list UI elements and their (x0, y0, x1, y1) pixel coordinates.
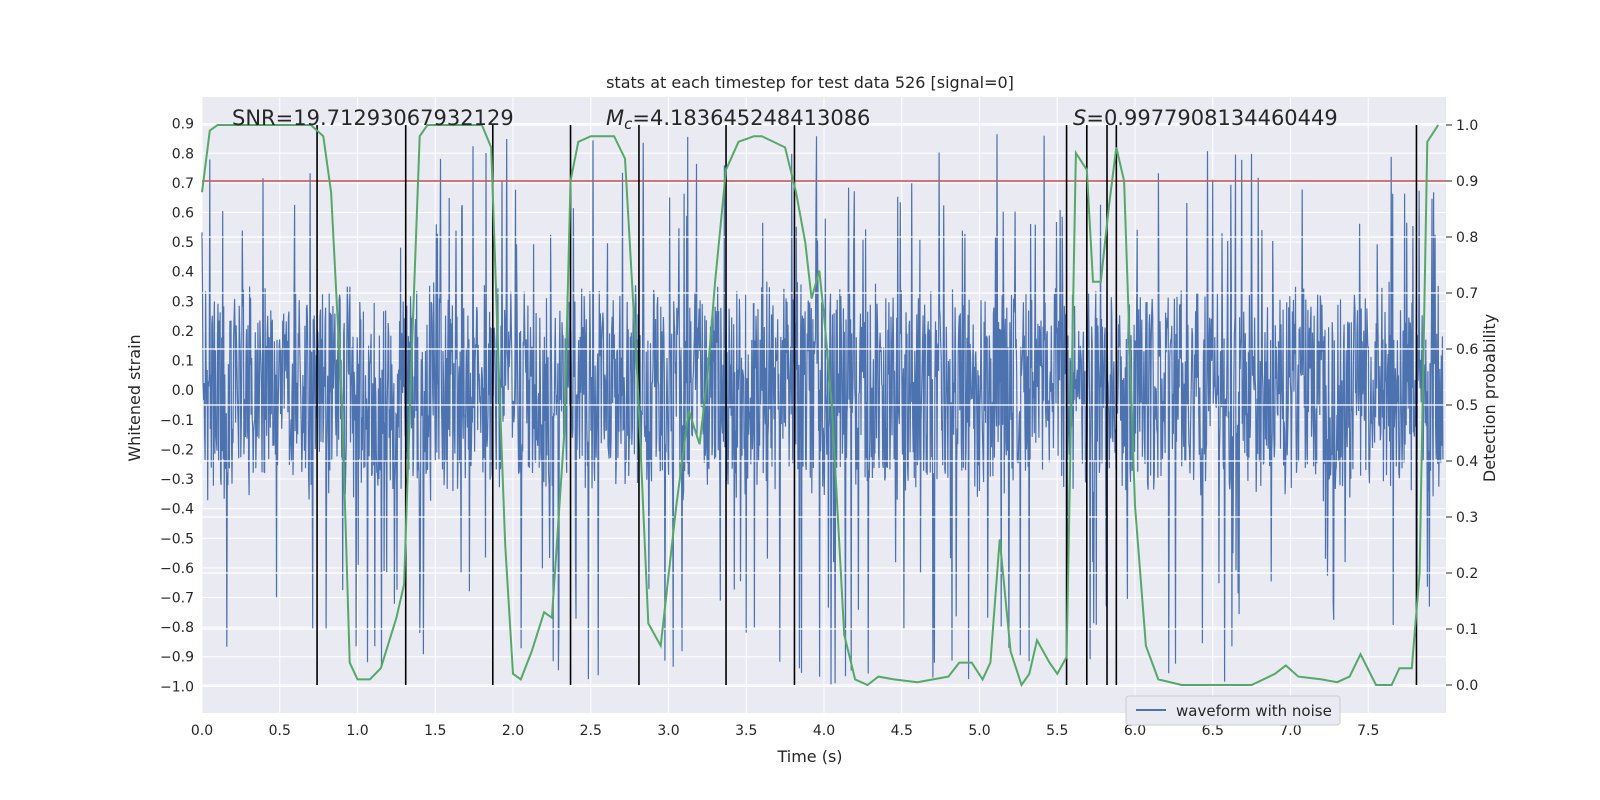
y-tick-label: −0.2 (160, 442, 194, 458)
y-axis-ticks: 0.9 0.8 0.7 0.6 0.5 0.4 0.3 0.2 0.1 0.0 −0.1 −0.2 −0… (160, 117, 194, 696)
s-symbol: S (1073, 106, 1086, 130)
x-axis-label: Time (s) (776, 747, 842, 766)
y-tick-label: −0.5 (160, 531, 194, 547)
chirp-mass-subscript: c (624, 115, 633, 133)
y-tick-label: 0.2 (172, 324, 194, 340)
chirp-mass-value: =4.183645248413086 (632, 106, 870, 130)
chirp-mass-symbol: M (606, 106, 624, 130)
legend-label: waveform with noise (1176, 702, 1332, 720)
x-tick-label: 1.0 (346, 723, 368, 739)
chart-title: stats at each timestep for test data 526… (606, 73, 1014, 92)
y-tick-label: −1.0 (160, 679, 194, 695)
y-tick-label: 0.6 (172, 206, 194, 222)
y2-tick-label: 0.9 (1456, 174, 1478, 190)
y2-tick-label: 0.2 (1456, 566, 1478, 582)
x-tick-label: 4.5 (891, 723, 913, 739)
y2-tick-label: 0.1 (1456, 622, 1478, 638)
y2-tick-label: 1.0 (1456, 118, 1478, 134)
y2-tick-label: 0.4 (1456, 454, 1478, 470)
y-tick-label: 0.5 (172, 235, 194, 251)
x-tick-label: 3.5 (735, 723, 757, 739)
x-tick-label: 3.0 (657, 723, 679, 739)
y-tick-label: 0.8 (172, 146, 194, 162)
y-tick-label: 0.1 (172, 354, 194, 370)
chirp-mass-annotation: Mc=4.183645248413086 (606, 106, 870, 133)
x-tick-label: 7.0 (1279, 723, 1301, 739)
y2-axis-ticks: 1.0 0.9 0.8 0.7 0.6 0.5 0.4 0.3 0.2 0.1 0.0 (1446, 118, 1478, 694)
y2-tick-label: 0.3 (1456, 510, 1478, 526)
x-axis-ticks: 0.0 0.5 1.0 1.5 2.0 2.5 3.0 3.5 4.0 4.5 5.0 5.5 6.0 6… (191, 723, 1380, 739)
x-tick-label: 5.5 (1046, 723, 1068, 739)
y-tick-label: 0.0 (172, 383, 194, 399)
y2-tick-label: 0.6 (1456, 342, 1478, 358)
x-tick-label: 4.0 (813, 723, 835, 739)
x-tick-label: 7.5 (1357, 723, 1379, 739)
snr-annotation: SNR=19.71293067932129 (232, 106, 514, 130)
x-tick-label: 1.5 (424, 723, 446, 739)
x-tick-label: 0.5 (269, 723, 291, 739)
y-tick-label: −0.8 (160, 620, 194, 636)
y2-tick-label: 0.7 (1456, 286, 1478, 302)
x-tick-label: 0.0 (191, 723, 213, 739)
y2-tick-label: 0.8 (1456, 230, 1478, 246)
probability-series (201, 124, 1440, 688)
legend: waveform with noise (1125, 695, 1341, 726)
y-tick-label: −0.1 (160, 413, 194, 429)
y-tick-label: −0.3 (160, 472, 194, 488)
legend-box (1125, 695, 1341, 726)
x-tick-label: 2.0 (502, 723, 524, 739)
x-tick-label: 6.5 (1202, 723, 1224, 739)
s-annotation: S=0.9977908134460449 (1073, 106, 1338, 130)
y-tick-label: 0.9 (172, 117, 194, 133)
s-value: =0.9977908134460449 (1086, 106, 1337, 130)
y-tick-label: −0.7 (160, 591, 194, 607)
x-tick-label: 5.0 (968, 723, 990, 739)
y-axis-label: Whitened strain (125, 334, 144, 461)
x-tick-label: 2.5 (580, 723, 602, 739)
y2-tick-label: 0.0 (1456, 678, 1478, 694)
y-tick-label: −0.6 (160, 561, 194, 577)
y2-tick-label: 0.5 (1456, 398, 1478, 414)
x-tick-label: 6.0 (1124, 723, 1146, 739)
probability-line (201, 124, 1440, 688)
y-tick-label: −0.9 (160, 650, 194, 666)
y-tick-label: 0.3 (172, 294, 194, 310)
y2-axis-label: Detection probability (1480, 314, 1499, 482)
y-tick-label: 0.7 (172, 176, 194, 192)
y-tick-label: −0.4 (160, 502, 194, 518)
y-tick-label: 0.4 (172, 265, 194, 281)
